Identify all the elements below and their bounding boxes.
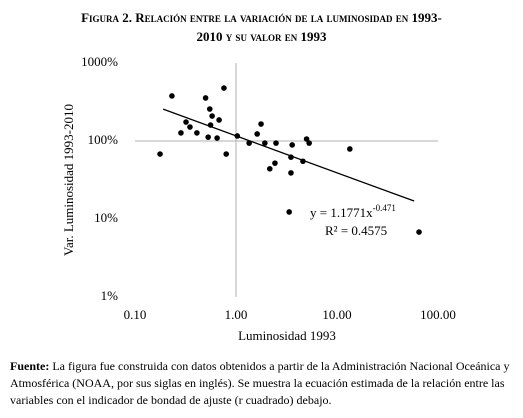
point [223, 151, 230, 157]
point [289, 142, 295, 148]
x-tick-label: 100.00 [420, 307, 456, 322]
point [272, 160, 278, 166]
y-axis-label: Var. Luminosidad 1993-2010 [61, 104, 76, 256]
chart-title: Figura 2. Relación entre la variación de… [81, 10, 442, 44]
point [347, 146, 353, 152]
point [221, 85, 227, 91]
point [194, 130, 200, 136]
point [266, 166, 273, 172]
x-axis-label: Luminosidad 1993 [238, 328, 336, 343]
equation: y = 1.1771x-0.471 [310, 203, 396, 220]
point [273, 140, 279, 146]
point [169, 93, 175, 99]
point [306, 140, 312, 146]
point [183, 119, 189, 125]
caption-label: Fuente: [10, 359, 50, 373]
y-tick-label: 1000% [81, 54, 118, 69]
point [178, 130, 184, 136]
point [286, 209, 292, 215]
point [209, 113, 215, 119]
caption: Fuente: La figura fue construida con dat… [10, 358, 515, 409]
point [216, 117, 222, 123]
r-squared: R² = 0.4575 [325, 223, 387, 238]
y-tick-label: 100% [88, 132, 119, 147]
point [202, 95, 209, 101]
x-tick-label: 0.10 [124, 307, 147, 322]
point [214, 135, 220, 141]
x-tick-label: 10.00 [322, 307, 351, 322]
y-tick-label: 10% [94, 210, 118, 225]
trendline [162, 108, 415, 202]
equation-text: y = 1.1771x [310, 205, 373, 220]
point [157, 151, 163, 157]
point [303, 136, 310, 142]
point [187, 124, 193, 130]
point [416, 229, 422, 235]
point [205, 134, 211, 140]
chart: Var. Luminosidad 1993-2010 Luminosidad 1… [61, 54, 456, 343]
caption-text: La figura fue construida con datos obten… [10, 359, 510, 407]
x-tick-label: 1.00 [225, 307, 248, 322]
point [288, 170, 294, 176]
y-tick-label: 1% [101, 288, 119, 303]
point [206, 106, 213, 112]
equation-exponent: -0.471 [373, 203, 396, 213]
point [262, 140, 268, 146]
point [258, 121, 264, 127]
point [254, 131, 260, 137]
